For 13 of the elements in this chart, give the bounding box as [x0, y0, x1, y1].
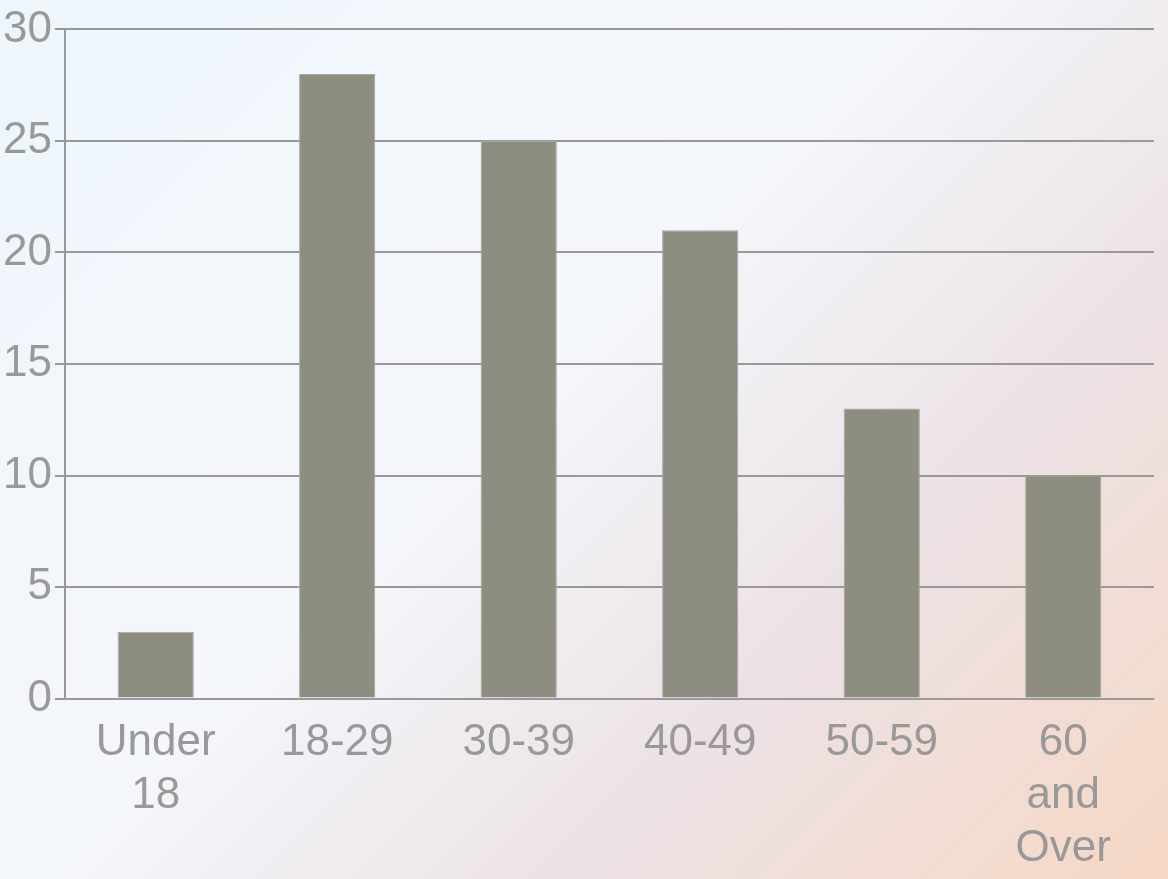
- y-tick-label: 20: [2, 224, 52, 274]
- x-tick-label: 30-39: [462, 715, 575, 765]
- y-tick-label: 25: [2, 113, 52, 163]
- x-tick-label: Under 18: [95, 715, 216, 817]
- y-tick-label: 0: [27, 670, 52, 720]
- y-tick-label: 15: [2, 336, 52, 386]
- y-tick-label: 30: [2, 1, 52, 51]
- x-tick-label: 60 and Over: [1015, 715, 1111, 870]
- x-tick-label: 50-59: [825, 715, 939, 765]
- x-tick-label: 18-29: [280, 715, 394, 765]
- y-tick-label: 10: [2, 447, 52, 497]
- x-tick-label: 40-49: [643, 715, 757, 765]
- y-tick-label: 5: [27, 559, 52, 609]
